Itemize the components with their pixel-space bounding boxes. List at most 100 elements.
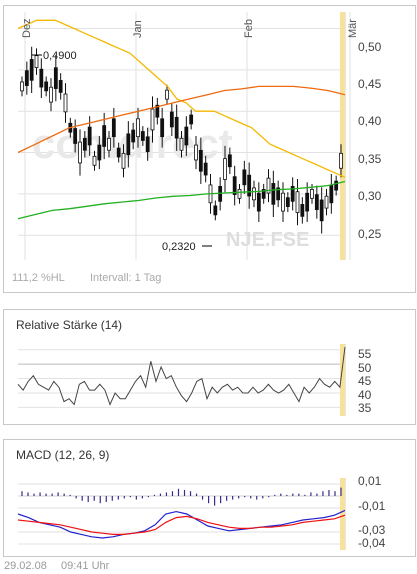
price-candle-body bbox=[189, 114, 194, 125]
price-candle-body bbox=[169, 111, 174, 128]
price-candle-body bbox=[131, 129, 136, 143]
rsi-grid bbox=[18, 344, 346, 416]
price-candle-body bbox=[314, 194, 319, 210]
low-label: 0,2320 bbox=[162, 241, 196, 253]
price-candle-body bbox=[145, 136, 150, 153]
price-candle-body bbox=[300, 204, 305, 217]
price-candle-body bbox=[339, 152, 343, 169]
y-tick-045: 0,45 bbox=[358, 77, 382, 91]
price-candle-body bbox=[87, 126, 92, 146]
price-candle-body bbox=[252, 187, 256, 201]
price-candle-body bbox=[63, 93, 68, 113]
macd-tick-m001: -0,01 bbox=[358, 499, 386, 513]
macd-current-highlight bbox=[340, 478, 345, 550]
watermark-symbol: NJE.FSE bbox=[226, 229, 309, 251]
rsi-tick-55: 55 bbox=[358, 347, 372, 361]
macd-tick-001: 0,01 bbox=[358, 474, 382, 488]
rsi-tick-45: 45 bbox=[358, 374, 372, 388]
price-candle-body bbox=[20, 81, 24, 92]
price-candle-body bbox=[179, 137, 184, 151]
price-candle-body bbox=[140, 131, 145, 141]
macd-tick-m003: -0,03 bbox=[358, 523, 386, 537]
macd-chart: 0,01 -0,01 -0,03 -0,04 bbox=[17, 474, 386, 550]
price-candle-body bbox=[92, 155, 97, 166]
price-chart-panel: comdirect NJE.FSE Dez Jan Feb Mär 0,50 0… bbox=[3, 5, 416, 293]
y-tick-040: 0,40 bbox=[358, 114, 382, 128]
x-label-feb: Feb bbox=[243, 19, 255, 38]
price-candle-body bbox=[247, 174, 252, 197]
rsi-panel: Relative Stärke (14) 55 50 45 40 35 bbox=[3, 309, 416, 425]
ma-100-line bbox=[17, 180, 346, 220]
price-candle-body bbox=[82, 137, 87, 151]
price-candle-body bbox=[290, 186, 295, 202]
price-candle-body bbox=[194, 144, 198, 161]
price-candle-body bbox=[203, 162, 208, 176]
rsi-current-highlight bbox=[340, 344, 345, 416]
rsi-tick-50: 50 bbox=[358, 361, 372, 375]
price-candle-body bbox=[310, 189, 314, 199]
price-candle-body bbox=[256, 192, 261, 212]
macd-title: MACD (12, 26, 9) bbox=[16, 448, 110, 462]
high-label: 0,4900 bbox=[43, 50, 77, 62]
price-candle-body bbox=[29, 59, 34, 81]
price-candle-body bbox=[44, 81, 49, 92]
price-candle-body bbox=[334, 180, 339, 191]
y-tick-035: 0,35 bbox=[358, 152, 382, 166]
price-candle-body bbox=[319, 199, 324, 222]
price-candle-body bbox=[281, 192, 285, 212]
price-candle-body bbox=[160, 118, 165, 138]
y-tick-030: 0,30 bbox=[358, 189, 382, 203]
price-candle-body bbox=[150, 108, 155, 131]
price-candle-body bbox=[223, 158, 227, 180]
macd-signal-line bbox=[17, 514, 346, 536]
x-label-dez: Dez bbox=[21, 18, 33, 38]
interval-label: Intervall: 1 Tag bbox=[90, 272, 161, 284]
price-candle-body bbox=[78, 141, 82, 164]
price-candle-body bbox=[111, 118, 116, 138]
rsi-tick-35: 35 bbox=[358, 401, 372, 415]
footer-date: 29.02.08 bbox=[4, 560, 47, 572]
macd-panel: MACD (12, 26, 9) 0,01 -0,01 -0,03 -0,04 bbox=[3, 439, 416, 557]
percent-hl-label: 111,2 %HL bbox=[12, 272, 65, 284]
y-tick-025: 0,25 bbox=[358, 227, 382, 241]
price-candle-body bbox=[102, 125, 107, 147]
rsi-marks bbox=[17, 346, 346, 406]
price-candle-body bbox=[116, 147, 121, 158]
price-candle-body bbox=[184, 126, 189, 146]
x-label-maer: Mär bbox=[347, 19, 359, 38]
price-candle-body bbox=[53, 67, 58, 89]
price-candle-body bbox=[237, 189, 242, 199]
price-candle-body bbox=[227, 154, 232, 168]
footer-time: 09:41 Uhr bbox=[61, 560, 110, 572]
price-candle-body bbox=[242, 169, 247, 186]
price-candle-body bbox=[324, 195, 329, 209]
price-candle-body bbox=[174, 116, 179, 139]
x-label-jan: Jan bbox=[132, 20, 144, 38]
price-candle-body bbox=[266, 177, 271, 194]
price-candle-body bbox=[49, 86, 53, 103]
ma-200-line bbox=[17, 85, 346, 154]
price-chart: comdirect NJE.FSE Dez Jan Feb Mär 0,50 0… bbox=[12, 12, 382, 284]
macd-tick-m004: -0,04 bbox=[358, 536, 386, 550]
price-candle-body bbox=[198, 149, 203, 172]
price-candle-body bbox=[24, 70, 29, 86]
macd-line bbox=[17, 509, 346, 539]
price-candle-body bbox=[213, 205, 218, 216]
rsi-chart: 55 50 45 40 35 bbox=[17, 344, 372, 416]
price-candle-body bbox=[58, 80, 63, 93]
rsi-title: Relative Stärke (14) bbox=[16, 318, 123, 332]
macd-grid bbox=[18, 478, 346, 550]
price-candle-body bbox=[285, 197, 290, 207]
price-candle-body bbox=[97, 144, 102, 161]
current-day-highlight bbox=[340, 12, 345, 260]
macd-marks bbox=[17, 487, 346, 539]
price-candle-body bbox=[165, 89, 169, 100]
price-candle-body bbox=[34, 55, 39, 68]
price-candle-body bbox=[329, 184, 334, 204]
price-candle-body bbox=[155, 104, 160, 118]
y-tick-050: 0,50 bbox=[358, 40, 382, 54]
price-marks bbox=[17, 19, 346, 234]
price-candle-body bbox=[136, 118, 140, 138]
price-candle-body bbox=[271, 183, 276, 205]
rsi-tick-40: 40 bbox=[358, 388, 372, 402]
